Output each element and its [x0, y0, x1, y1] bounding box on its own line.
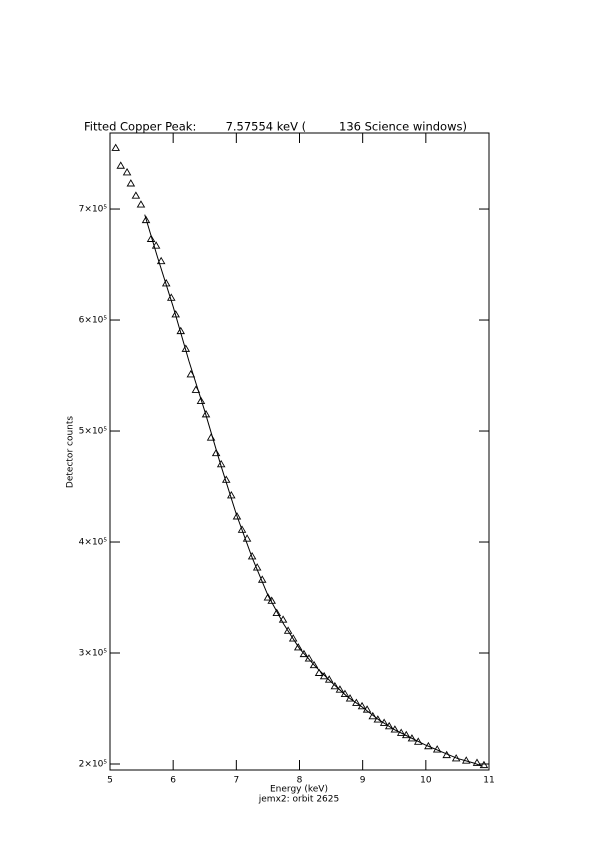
y-tick-label: 7×10⁵ — [79, 205, 108, 215]
y-tick-label: 4×10⁵ — [79, 538, 108, 548]
data-point — [267, 596, 276, 604]
data-point — [146, 234, 156, 242]
data-point — [283, 626, 293, 634]
subtitle: jemx2: orbit 2625 — [258, 795, 339, 805]
data-point — [451, 754, 461, 762]
y-tick-label: 6×10⁵ — [79, 316, 108, 326]
data-point — [272, 608, 282, 617]
data-point — [141, 215, 151, 224]
data-point — [330, 681, 340, 690]
data-point — [232, 512, 242, 520]
data-point — [122, 168, 132, 176]
y-tick-label: 5×10⁵ — [79, 427, 108, 437]
data-point — [136, 200, 146, 208]
data-point — [156, 256, 166, 265]
data-point — [314, 668, 324, 676]
y-axis-label: Detector counts — [66, 416, 76, 488]
y-tick-label: 3×10⁵ — [79, 649, 108, 659]
chart-title: Fitted Copper Peak: 7.57554 keV ( 136 Sc… — [84, 120, 467, 134]
data-point — [116, 161, 126, 169]
data-point — [368, 711, 378, 720]
data-point — [293, 643, 303, 651]
data-point — [237, 525, 247, 533]
data-point — [309, 660, 319, 669]
x-tick-label: 10 — [420, 776, 432, 786]
data-point — [373, 715, 383, 723]
data-point — [299, 649, 309, 658]
x-tick-label: 8 — [297, 776, 303, 786]
x-tick-label: 11 — [483, 776, 494, 786]
data-point — [472, 758, 482, 766]
data-point — [479, 760, 489, 769]
data-point — [324, 675, 334, 683]
data-point — [126, 179, 136, 187]
data-point — [335, 685, 345, 693]
x-tick-label: 5 — [107, 776, 113, 786]
data-point — [131, 191, 141, 199]
data-point — [111, 143, 120, 151]
data-point — [413, 737, 423, 745]
x-tick-label: 9 — [360, 776, 366, 786]
data-point — [263, 593, 273, 601]
data-point — [319, 671, 329, 680]
x-tick-label: 6 — [170, 776, 176, 786]
data-point — [288, 634, 298, 642]
x-tick-label: 7 — [233, 776, 239, 786]
data-point — [196, 396, 206, 405]
data-point — [345, 694, 355, 702]
x-axis-label: Energy (keV) — [270, 785, 328, 795]
data-point — [247, 552, 257, 560]
data-point — [304, 654, 314, 662]
data-point — [352, 698, 361, 706]
data-point — [211, 448, 221, 457]
fit-line — [144, 214, 483, 767]
y-tick-label: 2×10⁵ — [79, 760, 108, 770]
plot-frame — [109, 132, 490, 771]
